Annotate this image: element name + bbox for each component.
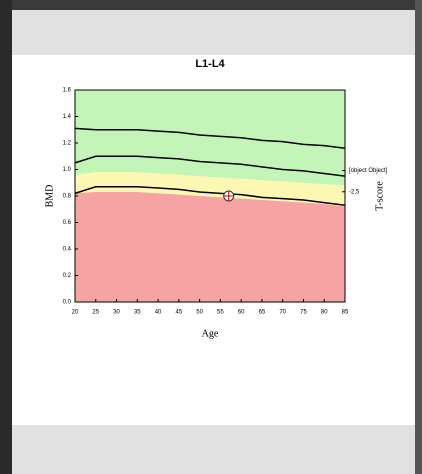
x-tick-label: 45 [176, 310, 183, 316]
y-tick-label: 0.6 [63, 220, 72, 226]
y-tick-label: 0.0 [63, 300, 72, 306]
y-tick-label: 1.2 [63, 141, 72, 147]
y-tick-label: 1.6 [63, 88, 72, 94]
y2-axis-label: T-score [374, 181, 385, 211]
header-panel [12, 10, 415, 55]
reference-curve [74, 185, 346, 207]
x-tick-label: 80 [321, 310, 328, 316]
y-axis-label: BMD [44, 185, 55, 208]
x-tick-label: 30 [113, 310, 120, 316]
chart-title: L1-L4 [195, 58, 225, 70]
x-tick-label: 70 [279, 310, 286, 316]
x-axis-label: Age [202, 328, 219, 339]
reference-curve [74, 155, 346, 177]
patient-cross [223, 191, 234, 201]
y-tick-label: 0.4 [63, 247, 72, 253]
right-border [415, 0, 422, 474]
chart: L1-L4 Age BMD T-score 0.0 0.2 0.4 0.6 0.8 1.0… [44, 58, 388, 339]
y-tick-label: 0.2 [63, 273, 72, 279]
y-tick-label: 0.8 [63, 194, 72, 200]
y2-tick-label: [object Object] [349, 168, 388, 174]
x-tick-label: 65 [259, 310, 266, 316]
x-tick-label: 60 [238, 310, 245, 316]
x-tick-label: 25 [92, 310, 99, 316]
x-tick-label: 75 [300, 310, 307, 316]
footer-panel [12, 425, 415, 474]
reference-curve [74, 127, 346, 150]
zone [75, 192, 345, 302]
x-tick-label: 85 [342, 310, 349, 316]
x-tick-label: 35 [134, 310, 141, 316]
x-tick-label: 40 [155, 310, 162, 316]
y-tick-label: 1.4 [63, 114, 72, 120]
y-tick-label: 1.0 [63, 167, 72, 173]
x-tick-label: 55 [217, 310, 224, 316]
y2-tick-label: -2.5 [349, 189, 360, 195]
top-border [12, 0, 415, 10]
left-border [0, 0, 12, 474]
x-tick-label: 20 [72, 310, 79, 316]
x-tick-label: 50 [196, 310, 203, 316]
